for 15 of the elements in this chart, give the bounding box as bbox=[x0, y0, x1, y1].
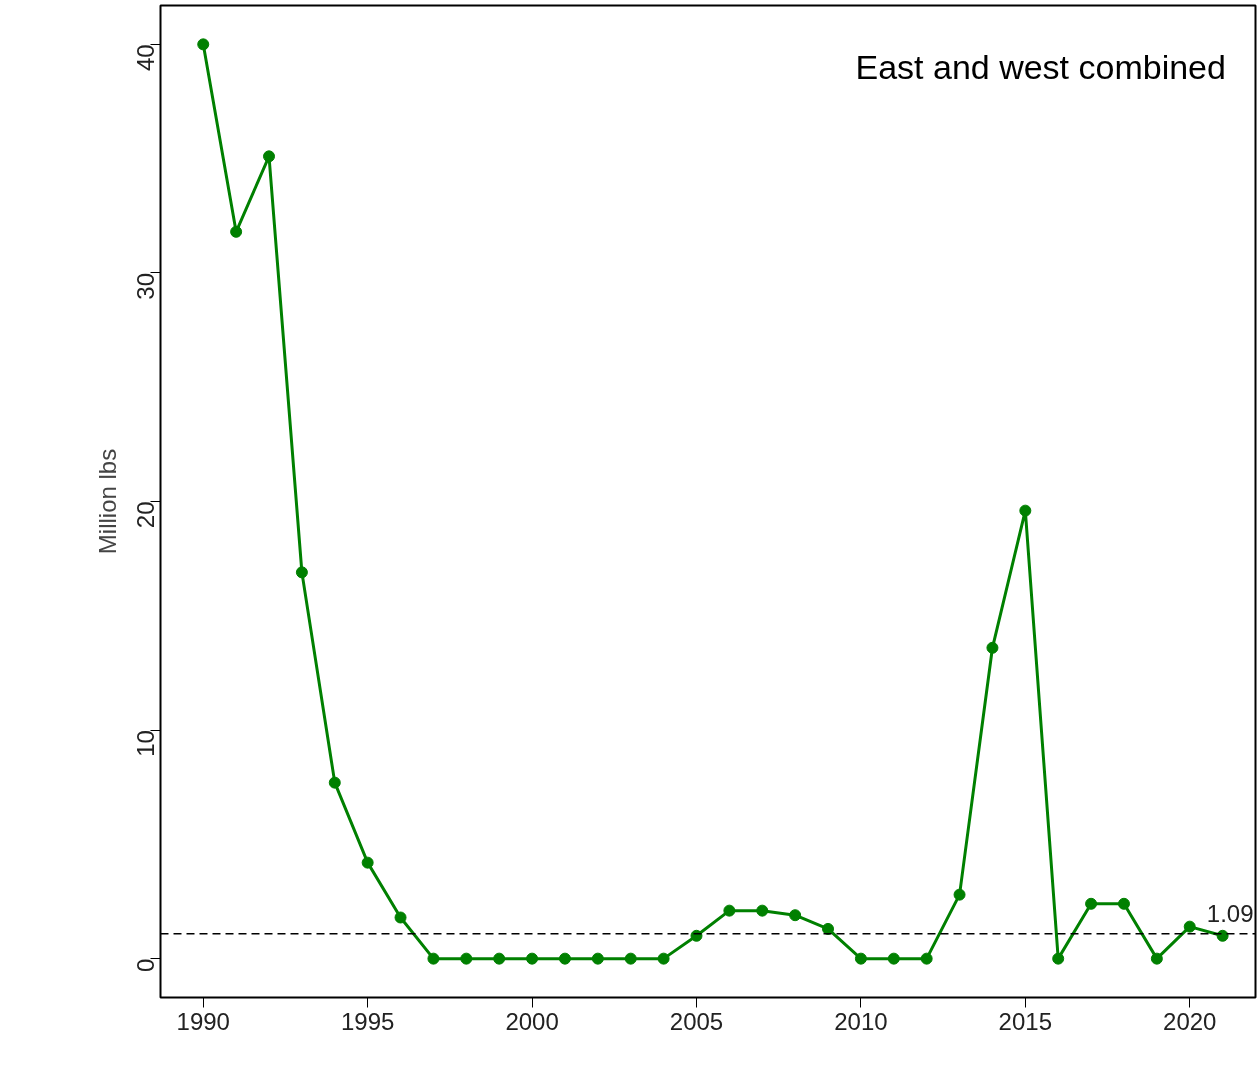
x-tick-label: 1990 bbox=[176, 1007, 230, 1035]
y-tick-label: 30 bbox=[132, 272, 159, 300]
annotation: East and west combined bbox=[855, 47, 1226, 86]
x-tick-label: 2005 bbox=[669, 1007, 724, 1035]
y-tick-label: 0 bbox=[132, 958, 159, 972]
y-tick-label: 20 bbox=[132, 501, 159, 529]
x-tick-label: 2000 bbox=[505, 1007, 559, 1035]
x-tick-label: 1995 bbox=[340, 1007, 395, 1035]
x-tick-label: 2015 bbox=[998, 1007, 1053, 1035]
ref-line-label: 1.09 bbox=[1206, 899, 1254, 927]
x-tick-label: 2010 bbox=[834, 1007, 888, 1035]
y-tick-label: 10 bbox=[132, 730, 159, 757]
y-axis-title: Million lbs bbox=[93, 448, 121, 555]
x-tick-label: 2020 bbox=[1163, 1007, 1217, 1035]
y-tick-label: 40 bbox=[132, 44, 159, 72]
